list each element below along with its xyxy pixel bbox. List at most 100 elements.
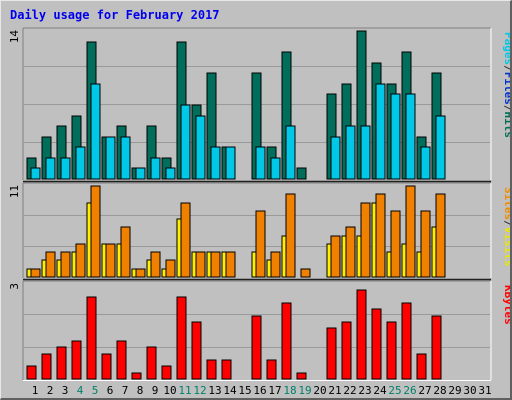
bar-pages-day-16 — [255, 146, 266, 180]
x-tick-label-day-2: 2 — [47, 384, 54, 397]
bar-pages-day-4 — [75, 146, 86, 180]
bar-kbytes-day-9 — [146, 346, 157, 380]
bar-sites-day-26 — [405, 185, 416, 278]
x-tick-label-day-27: 27 — [418, 384, 431, 397]
bar-sites-day-13 — [210, 251, 221, 278]
bar-sites-day-9 — [150, 251, 161, 278]
x-tick-label-day-28: 28 — [433, 384, 446, 397]
x-tick-label-day-21: 21 — [328, 384, 341, 397]
x-tick-label-day-3: 3 — [62, 384, 69, 397]
bar-pages-day-10 — [165, 167, 176, 180]
panel-legend: KBytes — [502, 285, 512, 325]
x-tick-label-day-1: 1 — [32, 384, 39, 397]
bar-sites-day-17 — [270, 251, 281, 278]
bar-pages-day-11 — [180, 104, 191, 180]
x-tick-label-day-10: 10 — [163, 384, 176, 397]
legend-files: Files — [502, 72, 512, 105]
bar-hits-day-19 — [296, 167, 307, 180]
x-tick-label-day-4: 4 — [77, 384, 84, 397]
bar-kbytes-day-2 — [41, 353, 52, 380]
bar-kbytes-day-4 — [71, 340, 82, 380]
bar-kbytes-day-6 — [101, 353, 112, 380]
bar-pages-day-8 — [135, 167, 146, 180]
x-tick-label-day-15: 15 — [238, 384, 251, 397]
bar-kbytes-day-14 — [221, 359, 232, 380]
bar-kbytes-day-23 — [356, 289, 367, 380]
y-max-label: 11 — [8, 185, 21, 198]
bar-sites-day-24 — [375, 193, 386, 278]
bar-sites-day-1 — [30, 268, 41, 278]
legend-separator: / — [502, 65, 512, 72]
bar-pages-day-26 — [405, 93, 416, 180]
bar-sites-day-23 — [360, 202, 371, 278]
bar-kbytes-day-25 — [386, 321, 397, 380]
bar-kbytes-day-3 — [56, 346, 67, 380]
chart-title: Daily usage for February 2017 — [10, 8, 220, 22]
x-tick-label-day-9: 9 — [152, 384, 159, 397]
x-tick-label-day-26: 26 — [403, 384, 416, 397]
bar-sites-day-8 — [135, 268, 146, 278]
y-max-label: 3 — [8, 283, 21, 290]
x-tick-label-day-11: 11 — [178, 384, 191, 397]
bar-kbytes-day-24 — [371, 308, 382, 380]
bar-pages-day-28 — [435, 115, 446, 180]
x-tick-label-day-19: 19 — [298, 384, 311, 397]
x-tick-label-day-25: 25 — [388, 384, 401, 397]
y-max-label: 14 — [8, 30, 21, 44]
panel-legend: Sites/Visits — [502, 187, 512, 267]
x-tick-label-day-18: 18 — [283, 384, 296, 397]
bar-sites-day-10 — [165, 259, 176, 278]
bar-sites-day-3 — [60, 251, 71, 278]
bar-kbytes-day-16 — [251, 315, 262, 380]
bar-kbytes-day-10 — [161, 365, 172, 380]
bar-pages-day-3 — [60, 157, 71, 180]
bar-sites-day-2 — [45, 251, 56, 278]
bar-kbytes-day-19 — [296, 372, 307, 380]
bar-pages-day-22 — [345, 125, 356, 180]
x-tick-label-day-16: 16 — [253, 384, 266, 397]
x-tick-label-day-12: 12 — [193, 384, 206, 397]
x-tick-label-day-17: 17 — [268, 384, 281, 397]
bar-sites-day-21 — [330, 235, 341, 278]
bar-pages-day-23 — [360, 125, 371, 180]
bar-pages-day-2 — [45, 157, 56, 180]
bar-kbytes-day-27 — [416, 353, 427, 380]
bar-sites-day-18 — [285, 193, 296, 278]
bar-kbytes-day-28 — [431, 315, 442, 380]
bar-pages-day-25 — [390, 93, 401, 180]
x-tick-label-day-29: 29 — [448, 384, 461, 397]
bar-sites-day-27 — [420, 210, 431, 278]
bar-sites-day-12 — [195, 251, 206, 278]
bar-sites-day-6 — [105, 243, 116, 278]
bar-pages-day-24 — [375, 83, 386, 180]
bar-pages-day-12 — [195, 115, 206, 180]
x-tick-label-day-24: 24 — [373, 384, 387, 397]
x-tick-label-day-14: 14 — [223, 384, 237, 397]
bar-kbytes-day-7 — [116, 340, 127, 380]
x-tick-label-day-20: 20 — [313, 384, 326, 397]
bar-pages-day-1 — [30, 167, 41, 180]
x-tick-label-day-5: 5 — [92, 384, 99, 397]
bar-kbytes-day-13 — [206, 359, 217, 380]
bar-sites-day-14 — [225, 251, 236, 278]
legend-sites: Sites — [502, 187, 512, 220]
bar-kbytes-day-22 — [341, 321, 352, 380]
x-tick-label-day-30: 30 — [463, 384, 476, 397]
x-tick-label-day-31: 31 — [478, 384, 491, 397]
x-tick-label-day-7: 7 — [122, 384, 129, 397]
bar-kbytes-day-26 — [401, 302, 412, 380]
panel-legend: Pages/Files/Hits — [502, 32, 512, 138]
legend-hits: Hits — [502, 112, 512, 139]
bar-kbytes-day-8 — [131, 372, 142, 380]
bar-kbytes-day-17 — [266, 359, 277, 380]
bar-pages-day-13 — [210, 146, 221, 180]
bar-pages-day-21 — [330, 136, 341, 180]
x-tick-label-day-8: 8 — [137, 384, 144, 397]
bar-kbytes-day-1 — [26, 365, 37, 380]
bar-sites-day-28 — [435, 193, 446, 278]
legend-kbytes: KBytes — [502, 285, 512, 325]
x-tick-label-day-13: 13 — [208, 384, 221, 397]
bar-pages-day-7 — [120, 136, 131, 180]
